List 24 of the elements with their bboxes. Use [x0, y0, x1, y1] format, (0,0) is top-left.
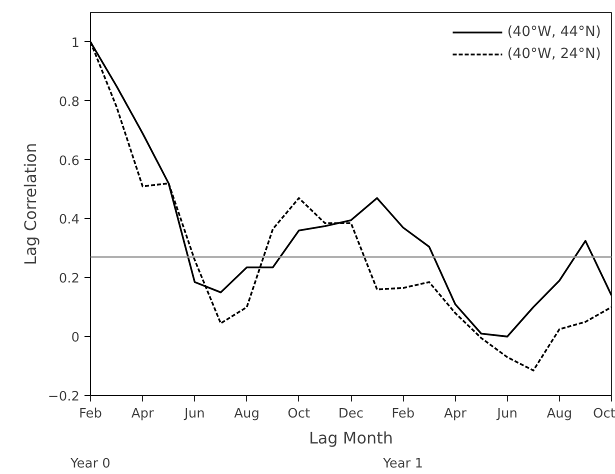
y-tick-label: 0.2	[58, 272, 80, 287]
x-tick-label: Oct	[593, 406, 615, 422]
y-tick-label: 1	[71, 36, 80, 51]
y-tick-label: 0.8	[58, 94, 80, 110]
x-tick-label: Feb	[392, 406, 415, 422]
text: Year 1	[382, 456, 424, 472]
y-axis-title: Lag Correlation	[20, 142, 40, 266]
x-tick-label: Dec	[338, 406, 364, 422]
y-tick-label: −0.2	[48, 390, 80, 404]
x-tick-label: Jun	[496, 406, 518, 422]
x-axis-title: Lag Month	[308, 428, 394, 448]
x-tick-label: Apr	[131, 406, 154, 422]
x-tick-label: Oct	[288, 406, 310, 422]
legend-label: (40°W, 24°N)	[507, 46, 601, 62]
y-tick-label: 0.4	[58, 212, 80, 228]
x-tick-label: Aug	[546, 406, 572, 422]
x-tick-label: Feb	[78, 406, 102, 422]
x-tick-label: Aug	[234, 406, 260, 422]
x-tick-label: Jun	[184, 406, 205, 422]
text: Year 0	[70, 456, 110, 472]
x-tick-label: Apr	[444, 406, 468, 422]
legend-label: (40°W, 44°N)	[507, 24, 601, 40]
y-tick-label: 0.6	[58, 154, 80, 169]
y-tick-label: 0	[71, 330, 80, 346]
